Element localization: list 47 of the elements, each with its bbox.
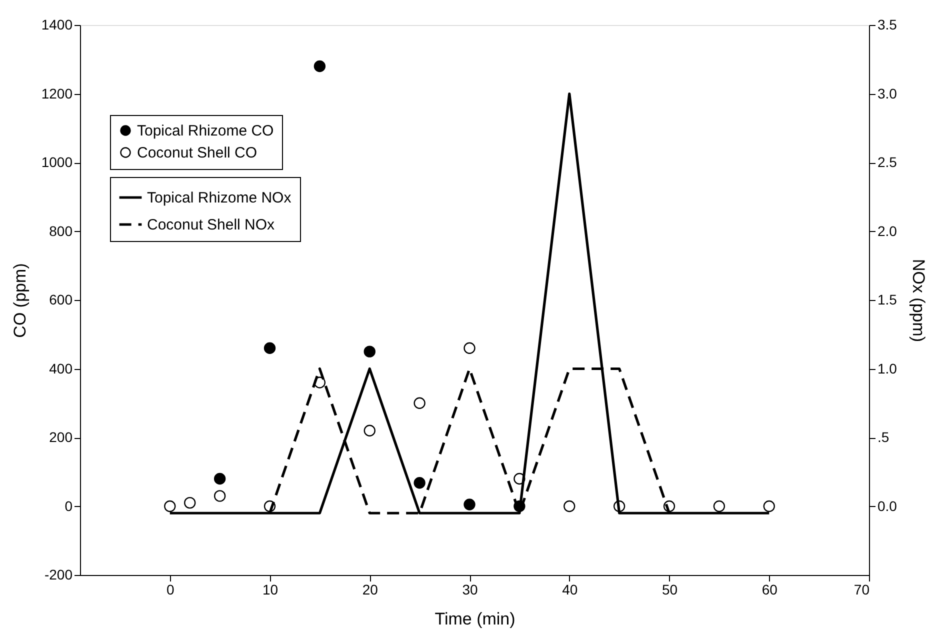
y-tick-label: 200 (49, 429, 73, 445)
x-tick-label: 20 (362, 582, 378, 598)
legend-label: Topical Rhizome CO (137, 122, 274, 140)
y-tick-label: 0 (64, 498, 73, 514)
legend-label: Coconut Shell NOx (147, 216, 276, 234)
x-tick-label: 50 (662, 582, 678, 598)
y-axis-title: CO (ppm) (10, 263, 30, 338)
point (414, 397, 426, 409)
y-tick-label: -200 (44, 566, 73, 582)
y2-tick-label: 1.0 (878, 360, 898, 376)
y2-axis-title: NOx (ppm) (908, 258, 928, 342)
legend-label: Topical Rhizome NOx (147, 190, 292, 206)
y2-tick-label: 1.5 (878, 292, 898, 308)
point (184, 496, 196, 509)
point (364, 424, 376, 436)
point (464, 498, 476, 510)
y2-tick-label: 2.0 (878, 222, 898, 239)
x-tick-label: 0 (166, 582, 174, 598)
y-tick-label: 1000 (41, 154, 73, 170)
point (264, 342, 276, 354)
point (713, 500, 726, 512)
legend-label: Coconut Shell CO (137, 144, 258, 162)
y2-tick-label: 3.5 (878, 16, 898, 32)
point (763, 500, 775, 512)
y-tick-label: 1200 (41, 85, 73, 102)
y-tick-label: 400 (49, 360, 73, 376)
x-axis-title: Time (min) (434, 610, 516, 628)
x-tick-label: 30 (462, 582, 478, 598)
point (164, 500, 176, 512)
x-tick-label: 10 (262, 582, 278, 598)
x-tick-label: 40 (562, 582, 578, 598)
point (214, 490, 226, 502)
y2-tick-label: 3.0 (878, 85, 898, 102)
x-tick-label: 60 (762, 582, 778, 598)
y2-tick-label: 0.0 (878, 498, 898, 514)
y-tick-label: 1400 (41, 16, 73, 32)
x-tick-label: 70 (854, 582, 870, 598)
point (564, 500, 576, 512)
point (314, 60, 326, 72)
point (214, 472, 226, 485)
point (364, 346, 376, 358)
point (414, 477, 426, 489)
y2-tick-label: .5 (878, 429, 890, 445)
y-tick-label: 800 (49, 222, 73, 239)
point (464, 342, 476, 354)
y2-tick-label: 2.5 (878, 154, 898, 170)
y-tick-label: 600 (49, 292, 73, 308)
